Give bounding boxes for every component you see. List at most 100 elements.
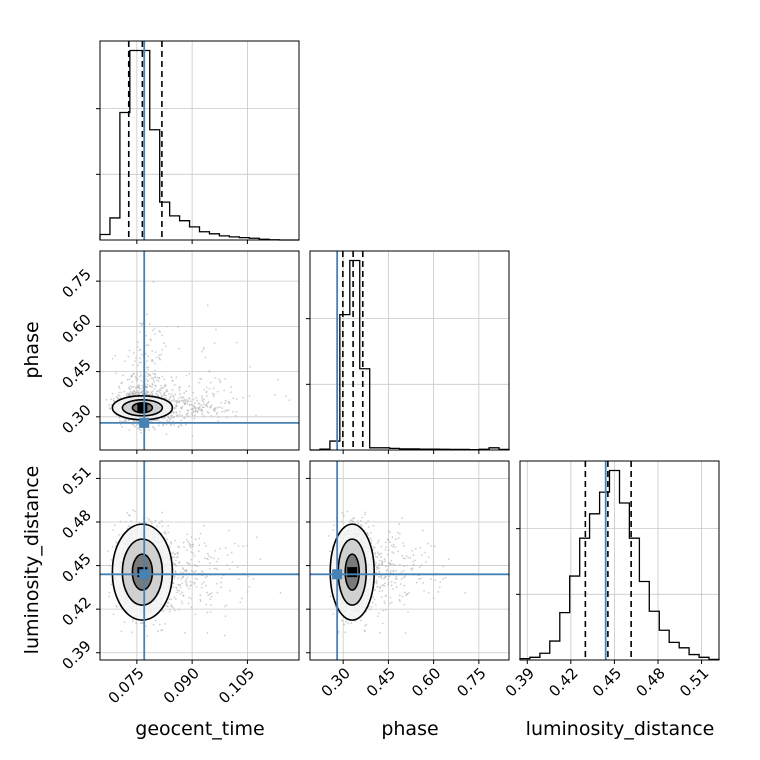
- sample-point: [203, 524, 206, 527]
- sample-point: [146, 313, 148, 316]
- sample-point: [190, 558, 193, 561]
- sample-point: [378, 564, 380, 567]
- sample-point: [154, 428, 156, 431]
- sample-point: [158, 389, 161, 391]
- sample-point: [373, 546, 376, 549]
- sample-point: [195, 586, 198, 588]
- sample-point: [223, 389, 226, 392]
- sample-point: [224, 615, 227, 618]
- sample-point: [132, 424, 135, 427]
- sample-point: [182, 576, 185, 579]
- sample-point: [171, 389, 174, 391]
- sample-point: [389, 571, 392, 574]
- sample-point: [208, 370, 211, 373]
- sample-point: [198, 560, 200, 563]
- sample-point: [411, 567, 414, 570]
- sample-point: [210, 591, 213, 594]
- sample-point: [189, 580, 192, 583]
- sample-point: [379, 631, 382, 634]
- sample-point: [178, 589, 181, 592]
- sample-point: [364, 511, 367, 514]
- sample-point: [144, 625, 147, 628]
- sample-point: [191, 543, 194, 546]
- sample-point: [111, 546, 114, 548]
- sample-point: [224, 546, 227, 549]
- sample-point: [411, 569, 414, 572]
- sample-point: [141, 392, 143, 394]
- sample-point: [231, 561, 234, 563]
- sample-point: [248, 394, 251, 397]
- sample-point: [376, 566, 378, 569]
- sample-point: [147, 355, 149, 358]
- sample-point: [369, 531, 372, 534]
- sample-point: [220, 581, 223, 584]
- sample-point: [437, 591, 440, 593]
- sample-point: [118, 420, 121, 422]
- sample-point: [174, 563, 176, 566]
- sample-point: [178, 401, 181, 404]
- sample-point: [207, 558, 209, 561]
- sample-point: [176, 552, 179, 555]
- sample-point: [204, 404, 207, 407]
- sample-point: [199, 532, 202, 535]
- sample-point: [157, 394, 159, 397]
- sample-point: [205, 603, 208, 606]
- sample-point: [157, 424, 160, 427]
- sample-point: [208, 593, 211, 595]
- sample-point: [367, 520, 370, 522]
- sample-point: [230, 391, 232, 394]
- sample-point: [424, 561, 427, 563]
- sample-point: [206, 552, 209, 555]
- sample-point: [414, 547, 417, 550]
- sample-point: [192, 411, 195, 413]
- sample-point: [156, 525, 158, 528]
- sample-point: [154, 385, 157, 388]
- sample-point: [181, 399, 184, 402]
- sample-point: [172, 556, 174, 559]
- sample-point: [206, 395, 208, 397]
- sample-point: [393, 543, 395, 546]
- sample-point: [180, 424, 183, 427]
- sample-point: [381, 589, 384, 592]
- sample-point: [170, 598, 173, 601]
- sample-point: [141, 622, 144, 625]
- sample-point: [395, 576, 398, 578]
- sample-point: [150, 377, 153, 380]
- sample-point: [225, 416, 228, 419]
- sample-point: [170, 376, 173, 379]
- sample-point: [161, 525, 164, 528]
- sample-point: [279, 591, 282, 594]
- sample-point: [383, 582, 386, 585]
- sample-point: [398, 523, 400, 526]
- sample-point: [161, 375, 164, 378]
- sample-point: [376, 556, 379, 559]
- sample-point: [191, 545, 194, 548]
- sample-point: [198, 403, 201, 405]
- sample-point: [188, 587, 191, 590]
- sample-point: [329, 595, 332, 598]
- sample-point: [247, 575, 249, 578]
- sample-point: [208, 567, 211, 570]
- sample-point: [157, 419, 160, 422]
- sample-point: [422, 582, 425, 584]
- truth-marker: [332, 569, 343, 580]
- sample-point: [398, 532, 401, 535]
- sample-point: [112, 613, 115, 616]
- sample-point: [160, 384, 162, 387]
- sample-point: [184, 399, 186, 402]
- sample-point: [131, 631, 133, 634]
- sample-point: [224, 399, 227, 402]
- sample-point: [137, 341, 140, 344]
- sample-point: [206, 611, 209, 614]
- sample-point: [387, 578, 390, 581]
- sample-point: [174, 569, 177, 572]
- sample-point: [350, 622, 353, 625]
- sample-point: [173, 407, 176, 410]
- sample-point: [149, 374, 152, 377]
- sample-point: [128, 514, 130, 516]
- sample-point: [369, 608, 372, 611]
- sample-point: [377, 567, 380, 570]
- sample-point: [163, 391, 166, 394]
- sample-point: [204, 557, 206, 560]
